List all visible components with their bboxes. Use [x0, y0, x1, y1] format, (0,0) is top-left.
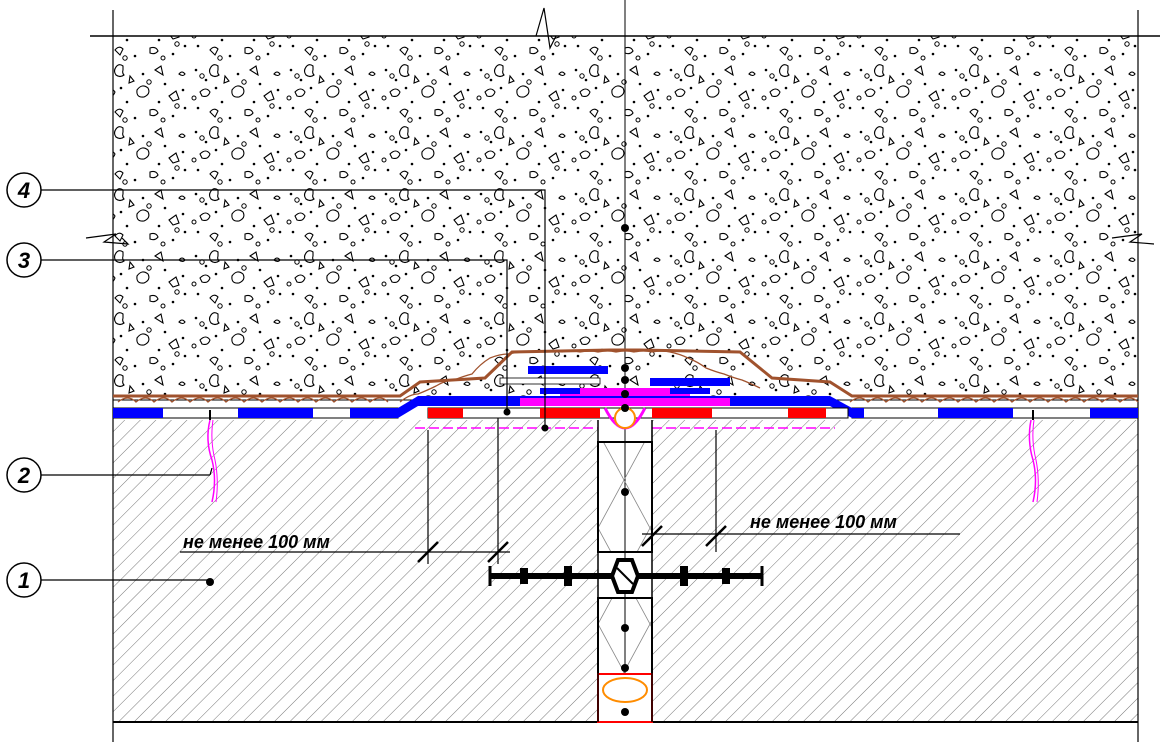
dimension-note-left: не менее 100 мм	[183, 532, 330, 552]
callout-2-label: 2	[17, 463, 31, 488]
dimension-right	[641, 430, 960, 552]
break-mark-top	[535, 7, 557, 50]
callout-1: 1	[6, 562, 42, 598]
anchor-left	[207, 410, 218, 503]
joint-filler	[597, 420, 653, 723]
anchor-right	[1028, 410, 1039, 503]
callout-4-label: 4	[17, 178, 30, 203]
base-slab-left	[113, 420, 598, 722]
callout-3: 3	[6, 242, 42, 278]
base-slab-right	[652, 420, 1138, 722]
callout-3-label: 3	[18, 248, 30, 273]
dimension-left	[180, 418, 510, 564]
callout-2: 2	[6, 457, 42, 493]
break-mark-right	[1111, 233, 1155, 245]
break-mark-left	[85, 233, 130, 245]
dimension-note-right: не менее 100 мм	[750, 512, 897, 532]
waterproofing-system	[112, 348, 1139, 430]
callout-4: 4	[6, 172, 42, 208]
callout-1-label: 1	[18, 568, 30, 593]
leader-lines	[40, 189, 546, 581]
waterstop	[488, 558, 764, 594]
